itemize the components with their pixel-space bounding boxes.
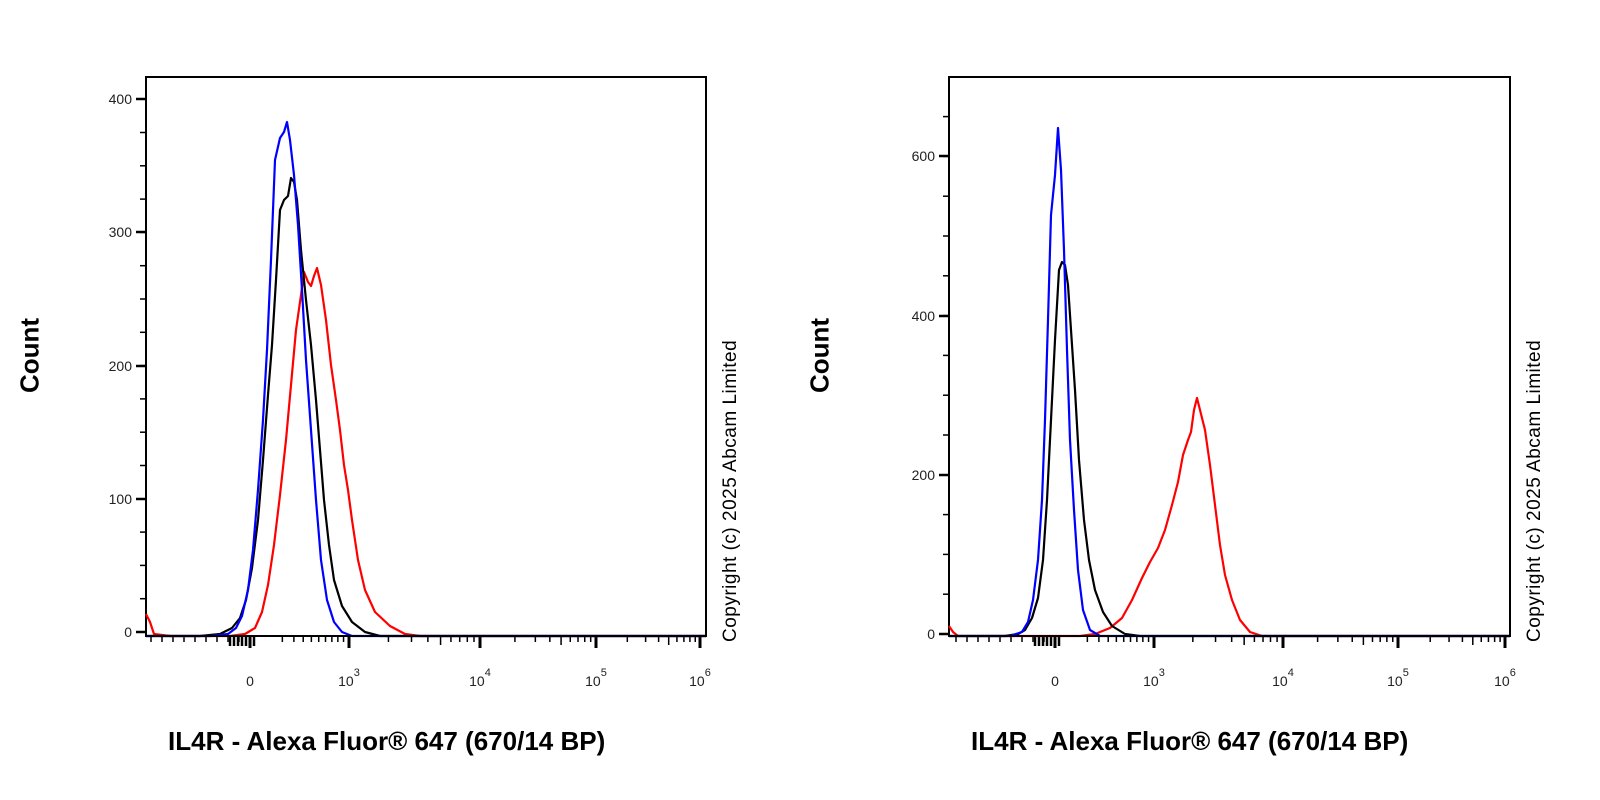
y-tick-label: 600 (912, 148, 936, 164)
histogram-curve (145, 266, 706, 638)
y-tick-label: 0 (927, 626, 935, 642)
x-tick-label: 0 (246, 673, 254, 689)
histogram-panel-right: 600 400 200 0 0 103 104 105 106 Count IL4R - Ale… (805, 76, 1545, 756)
y-tick-label: 200 (109, 358, 133, 374)
x-axis-label: IL4R - Alexa Fluor® 647 (670/14 BP) (971, 726, 1409, 756)
y-tick-label: 100 (109, 491, 133, 507)
histogram-panel-left: 400 300 200 100 0 0 103 104 105 106 Count IL4R - … (15, 76, 741, 756)
x-tick-label: 106 (1494, 667, 1516, 689)
x-tick-label: 0 (1051, 673, 1059, 689)
histogram-curve (146, 120, 706, 638)
y-tick-label: 400 (912, 308, 936, 324)
y-tick-label: 400 (109, 91, 133, 107)
x-tick-label: 104 (1272, 667, 1294, 689)
x-tick-label: 105 (1387, 667, 1409, 689)
y-tick-label: 300 (109, 224, 133, 240)
y-axis-label: Count (804, 317, 835, 394)
x-axis-label: IL4R - Alexa Fluor® 647 (670/14 BP) (168, 726, 606, 756)
plot-frame (948, 76, 1511, 637)
y-tick-label: 0 (124, 624, 132, 640)
copyright-notice: Copyright (c) 2025 Abcam Limited (1524, 339, 1545, 642)
histogram-curve (949, 126, 1510, 638)
y-tick-label: 200 (912, 467, 936, 483)
histogram-curve (949, 260, 1510, 638)
histogram-curve (948, 396, 1510, 638)
x-tick-label: 103 (1143, 667, 1165, 689)
